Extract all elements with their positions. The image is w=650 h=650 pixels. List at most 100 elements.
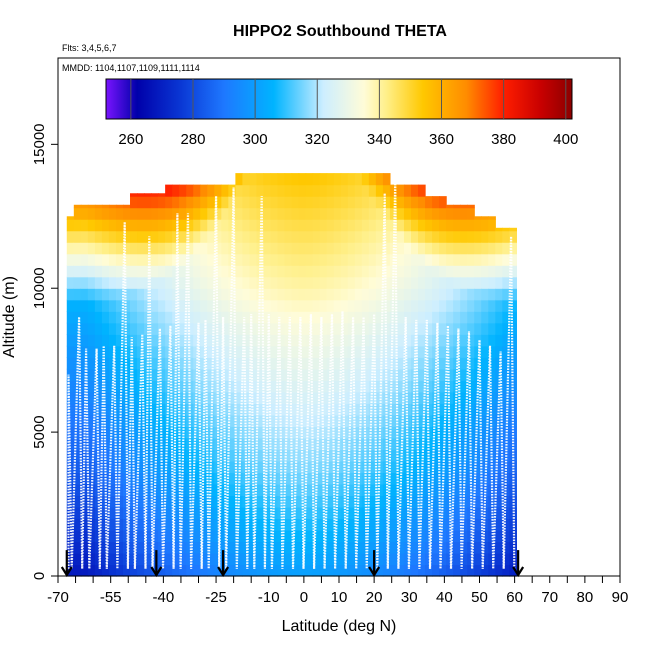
theta-cell bbox=[347, 299, 356, 312]
theta-cell bbox=[291, 299, 300, 312]
theta-cell bbox=[221, 242, 229, 255]
theta-cell bbox=[354, 345, 363, 358]
theta-cell bbox=[411, 311, 419, 324]
theta-cell bbox=[151, 564, 159, 577]
theta-cell bbox=[115, 242, 124, 255]
theta-cell bbox=[425, 357, 433, 370]
theta-cell bbox=[101, 357, 110, 370]
theta-cell bbox=[242, 472, 251, 485]
theta-cell bbox=[186, 253, 194, 266]
theta-cell bbox=[291, 196, 300, 209]
theta-cell bbox=[375, 299, 384, 312]
theta-cell bbox=[235, 564, 244, 577]
theta-cell bbox=[319, 276, 328, 289]
theta-cell bbox=[432, 288, 440, 301]
theta-cell bbox=[108, 564, 117, 577]
theta-cell bbox=[284, 173, 293, 186]
theta-cell bbox=[502, 552, 510, 566]
theta-cell bbox=[474, 288, 482, 301]
theta-cell bbox=[277, 196, 286, 209]
theta-cell bbox=[396, 357, 405, 370]
theta-cell bbox=[502, 357, 510, 370]
theta-cell bbox=[172, 518, 180, 531]
theta-cell bbox=[453, 552, 461, 566]
theta-cell bbox=[115, 506, 124, 520]
theta-cell bbox=[319, 380, 328, 393]
theta-cell bbox=[115, 288, 124, 301]
theta-cell bbox=[319, 207, 328, 220]
theta-cell bbox=[172, 564, 180, 577]
theta-cell bbox=[277, 345, 286, 358]
theta-cell bbox=[425, 253, 433, 266]
theta-cell bbox=[200, 506, 208, 520]
theta-cell bbox=[418, 541, 426, 554]
theta-cell bbox=[347, 518, 356, 531]
x-tick-label: -25 bbox=[205, 589, 227, 606]
theta-cell bbox=[446, 334, 454, 347]
theta-cell bbox=[446, 242, 454, 255]
theta-cell bbox=[340, 357, 349, 370]
theta-cell bbox=[221, 253, 229, 266]
theta-cell bbox=[312, 196, 321, 209]
theta-cell bbox=[249, 460, 258, 473]
theta-cell bbox=[186, 357, 194, 370]
theta-cell bbox=[73, 204, 82, 209]
theta-cell bbox=[326, 322, 335, 335]
theta-cell bbox=[403, 437, 412, 450]
theta-cell bbox=[214, 299, 222, 312]
theta-cell bbox=[179, 380, 187, 393]
theta-cell bbox=[235, 173, 244, 186]
theta-cell bbox=[200, 564, 208, 577]
theta-cell bbox=[130, 193, 138, 197]
theta-cell bbox=[263, 196, 272, 209]
theta-cell bbox=[221, 334, 229, 347]
theta-cell bbox=[354, 322, 363, 335]
theta-cell bbox=[101, 207, 110, 220]
theta-cell bbox=[446, 403, 454, 416]
theta-cell bbox=[418, 196, 426, 209]
theta-cell bbox=[101, 276, 110, 289]
theta-cell bbox=[137, 311, 145, 324]
theta-cell bbox=[432, 518, 440, 531]
theta-cell bbox=[298, 460, 307, 473]
theta-cell bbox=[460, 311, 468, 324]
theta-cell bbox=[270, 529, 279, 543]
theta-cell bbox=[411, 564, 419, 577]
theta-cell bbox=[361, 253, 370, 266]
theta-cell bbox=[137, 288, 145, 301]
theta-cell bbox=[122, 426, 131, 439]
theta-cell bbox=[481, 552, 489, 566]
theta-cell bbox=[228, 472, 236, 485]
theta-cell bbox=[73, 253, 82, 266]
theta-cell bbox=[94, 449, 103, 462]
theta-cell bbox=[221, 368, 229, 381]
theta-cell bbox=[340, 391, 349, 404]
theta-cell bbox=[179, 299, 187, 312]
theta-cell bbox=[94, 334, 103, 347]
theta-cell bbox=[460, 552, 468, 566]
theta-cell bbox=[418, 460, 426, 473]
theta-cell bbox=[460, 564, 468, 577]
theta-cell bbox=[474, 219, 482, 232]
theta-cell bbox=[151, 219, 159, 232]
theta-cell bbox=[137, 541, 145, 554]
theta-cell bbox=[340, 242, 349, 255]
theta-cell bbox=[270, 322, 279, 335]
theta-cell bbox=[242, 460, 251, 473]
theta-cell bbox=[200, 437, 208, 450]
theta-cell bbox=[270, 357, 279, 370]
theta-cell bbox=[214, 483, 222, 497]
theta-cell bbox=[108, 357, 117, 370]
theta-cell bbox=[249, 196, 258, 209]
theta-cell bbox=[207, 253, 215, 266]
theta-cell bbox=[284, 311, 293, 324]
theta-cell bbox=[291, 276, 300, 289]
theta-cell bbox=[347, 506, 356, 520]
theta-cell bbox=[270, 242, 279, 255]
theta-cell bbox=[270, 230, 279, 243]
theta-cell bbox=[228, 184, 236, 197]
theta-cell bbox=[186, 449, 194, 462]
theta-cell bbox=[151, 193, 159, 197]
theta-cell bbox=[347, 426, 356, 439]
theta-cell bbox=[66, 219, 75, 232]
